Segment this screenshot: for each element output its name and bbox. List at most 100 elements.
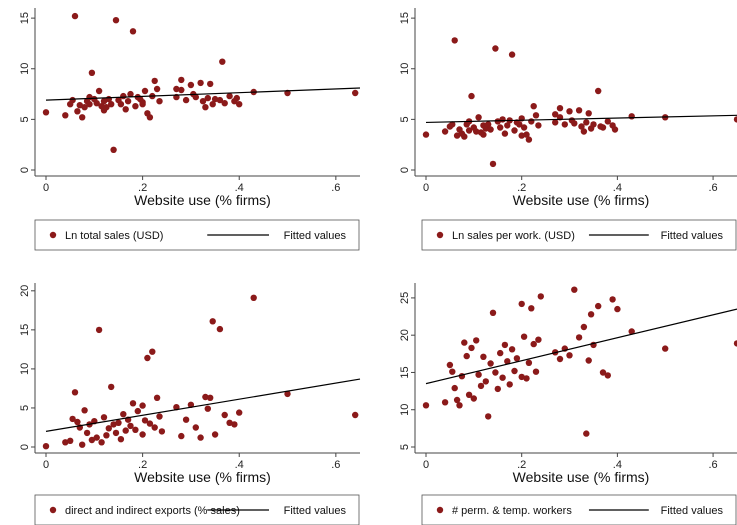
data-point	[151, 77, 158, 85]
data-point	[211, 431, 219, 438]
data-point	[595, 87, 602, 95]
data-point	[233, 94, 240, 102]
data-point	[511, 127, 518, 134]
data-point	[449, 368, 456, 375]
data-point	[139, 101, 146, 108]
data-point	[95, 326, 103, 334]
x-tick-label: .2	[517, 182, 526, 194]
fitted-line	[45, 87, 361, 101]
data-point	[122, 427, 129, 434]
data-point	[518, 300, 525, 308]
x-axis-label: Website use (% firms)	[513, 469, 650, 485]
data-point	[492, 45, 499, 52]
data-point	[42, 443, 50, 450]
data-point	[566, 352, 573, 359]
x-tick-label: .2	[138, 182, 147, 194]
data-point	[207, 80, 214, 88]
data-point	[451, 37, 458, 44]
data-point	[520, 333, 528, 340]
data-point	[504, 122, 511, 129]
data-point	[112, 429, 120, 437]
data-point	[81, 407, 88, 414]
x-tick-label: .6	[708, 459, 717, 471]
data-point	[585, 357, 592, 364]
data-point	[595, 302, 602, 310]
data-point	[71, 12, 79, 20]
chart-panel-2: 0 5 10 15 0 .2 .4 .6 Website use (% firms) Ln sal…	[399, 8, 737, 251]
data-point	[583, 119, 590, 126]
data-point	[81, 104, 88, 111]
data-point	[197, 79, 204, 87]
data-point	[153, 394, 161, 401]
data-point	[520, 124, 528, 131]
y-tick-label: 5	[19, 116, 31, 122]
data-point	[583, 430, 590, 437]
data-point	[352, 89, 359, 97]
data-point	[528, 305, 535, 312]
data-point	[532, 368, 540, 375]
data-point	[153, 85, 161, 93]
data-point	[139, 431, 146, 438]
data-point	[110, 421, 117, 428]
data-point	[236, 409, 243, 416]
data-point	[441, 128, 449, 135]
data-point	[127, 90, 134, 98]
data-point	[733, 340, 737, 347]
y-tick-label: 20	[19, 285, 31, 297]
legend-label-fitted: Fitted values	[661, 505, 724, 517]
x-tick-label: .4	[613, 459, 622, 471]
data-point	[499, 116, 506, 123]
data-point	[144, 354, 151, 362]
data-point	[449, 121, 456, 128]
fitted-line	[425, 308, 737, 385]
data-point	[456, 402, 463, 409]
legend-label-fitted: Fitted values	[284, 505, 347, 517]
data-point	[552, 111, 559, 118]
data-point	[236, 101, 243, 108]
data-point	[578, 123, 585, 130]
data-point	[499, 374, 506, 381]
data-point	[446, 361, 454, 369]
legend-label-fitted: Fitted values	[284, 230, 347, 242]
data-point	[100, 414, 108, 421]
data-point	[139, 402, 146, 409]
data-point	[132, 426, 139, 433]
data-point	[209, 101, 216, 108]
data-point	[129, 28, 137, 35]
data-point	[497, 349, 504, 357]
data-point	[525, 136, 533, 143]
data-point	[103, 104, 110, 111]
fitted-line	[45, 378, 361, 432]
data-point	[98, 439, 105, 446]
x-tick-label: .2	[138, 459, 147, 471]
data-point	[132, 103, 139, 110]
y-tick-label: 20	[399, 329, 411, 341]
data-point	[93, 434, 100, 441]
data-point	[149, 348, 156, 355]
data-point	[535, 336, 542, 343]
data-point	[207, 394, 214, 401]
data-point	[192, 424, 199, 431]
legend-box	[421, 219, 737, 251]
data-point	[219, 58, 226, 65]
data-point	[95, 87, 103, 95]
data-point	[86, 101, 93, 108]
y-tick-label: 0	[399, 167, 411, 173]
x-tick-label: .6	[331, 459, 340, 471]
legend-label-series: Ln total sales (USD)	[65, 230, 163, 242]
data-point	[575, 334, 583, 341]
data-point	[461, 339, 468, 346]
data-point	[108, 101, 115, 108]
y-tick-label: 15	[19, 12, 31, 24]
data-point	[470, 395, 477, 402]
data-point	[487, 360, 494, 367]
data-point	[202, 104, 209, 111]
data-point	[535, 122, 542, 129]
data-point	[473, 337, 480, 344]
data-point	[117, 436, 125, 443]
legend-box	[421, 494, 737, 525]
data-point	[158, 428, 166, 435]
data-point	[182, 96, 190, 104]
data-point	[422, 131, 430, 138]
